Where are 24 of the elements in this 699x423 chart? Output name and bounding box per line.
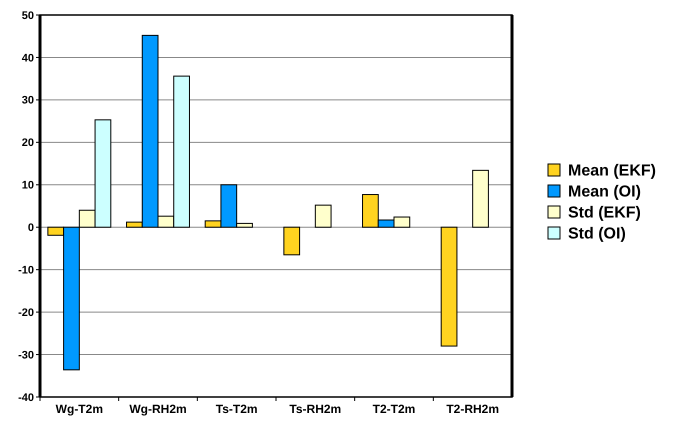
y-tick-label: 0 (28, 222, 34, 234)
y-tick-label: 20 (22, 137, 34, 150)
y-tick-label: 50 (22, 10, 34, 22)
y-tick-label: -10 (18, 264, 34, 277)
x-tick-label: T2-RH2m (446, 402, 500, 416)
y-tick-label: 30 (22, 94, 34, 107)
y-tick-label: -30 (18, 349, 34, 362)
y-tick-label: 40 (22, 52, 34, 64)
bar (314, 204, 332, 228)
y-tick-label: -40 (18, 392, 34, 404)
x-tick-label: Ts-T2m (216, 402, 258, 416)
legend-label: Mean (OI) (568, 184, 641, 201)
bar (440, 226, 458, 347)
bar (283, 226, 300, 256)
x-tick-label: Ts-RH2m (289, 402, 342, 416)
x-tick-label: Wg-T2m (56, 402, 103, 416)
bar (472, 170, 489, 228)
y-tick-label: -20 (18, 306, 34, 319)
x-tick-label: T2-T2m (372, 402, 416, 416)
legend-label: Std (EKF) (568, 204, 641, 222)
y-tick-label: 10 (22, 180, 34, 192)
legend-label: Std (OI) (568, 226, 626, 243)
x-tick-label: Wg-RH2m (129, 402, 187, 416)
legend-label: Mean (EKF) (568, 162, 656, 180)
